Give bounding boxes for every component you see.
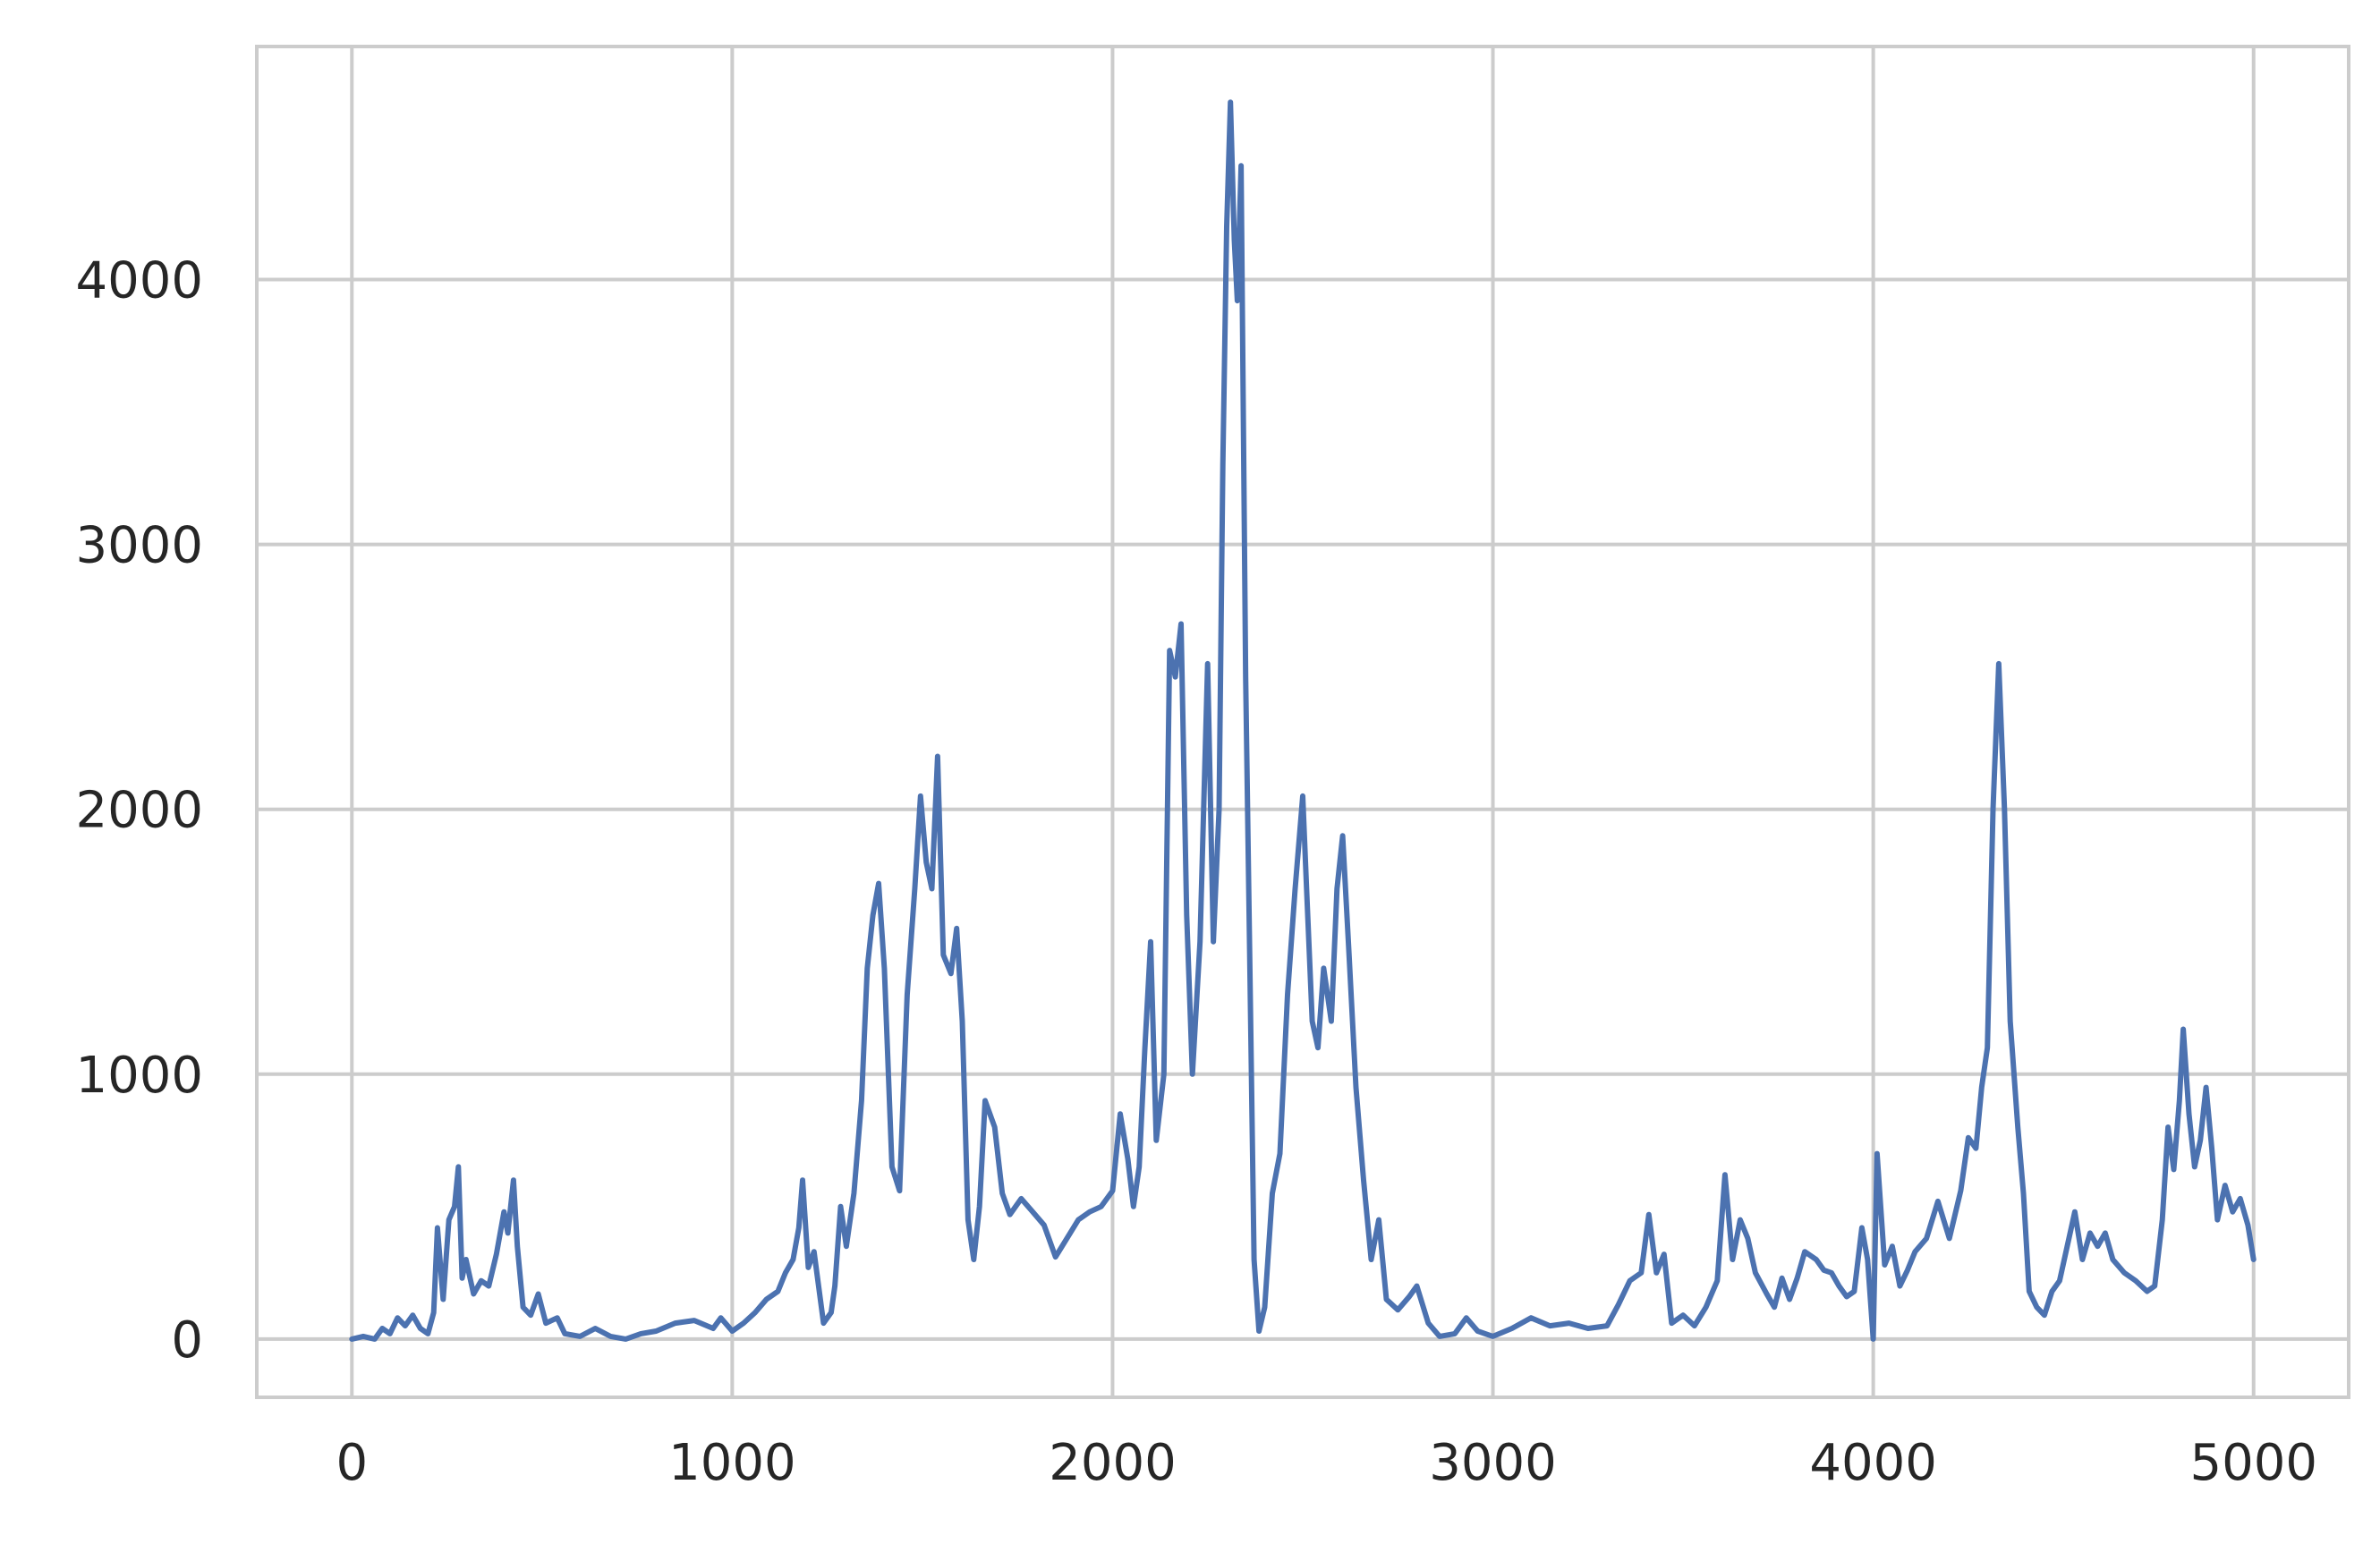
x-tick-label: 2000 bbox=[1049, 1434, 1177, 1492]
x-tick-label: 0 bbox=[336, 1434, 368, 1492]
x-tick-label: 3000 bbox=[1429, 1434, 1557, 1492]
y-tick-label: 0 bbox=[171, 1311, 203, 1370]
x-tick-label: 5000 bbox=[2189, 1434, 2317, 1492]
plot-frame bbox=[255, 45, 2350, 1399]
y-axis-tick-labels: 0 1000 2000 3000 4000 bbox=[75, 252, 203, 1370]
series-line bbox=[349, 99, 2257, 1342]
x-tick-label: 4000 bbox=[1809, 1434, 1937, 1492]
x-tick-label: 1000 bbox=[668, 1434, 796, 1492]
y-tick-label: 1000 bbox=[75, 1047, 203, 1105]
y-tick-label: 4000 bbox=[75, 252, 203, 310]
y-tick-label: 2000 bbox=[75, 782, 203, 840]
y-tick-label: 3000 bbox=[75, 517, 203, 575]
x-axis-tick-labels: 0 1000 2000 3000 4000 5000 bbox=[336, 1434, 2317, 1492]
